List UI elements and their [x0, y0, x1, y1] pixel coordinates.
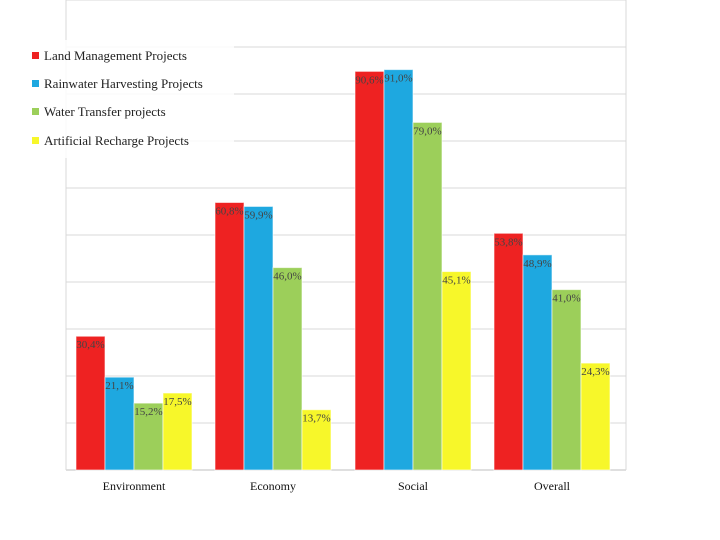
legend-label: Rainwater Harvesting Projects	[44, 76, 203, 91]
bar-overall-2	[522, 254, 553, 471]
bar-economy-4	[301, 409, 332, 471]
category-label-economy: Economy	[250, 479, 296, 493]
bar-overall-3	[551, 289, 582, 471]
legend-label: Artificial Recharge Projects	[44, 133, 189, 148]
data-label: 15,2%	[134, 406, 162, 418]
category-labels: Environment Economy Social Overall	[103, 479, 571, 493]
bar-economy-3	[272, 267, 303, 471]
data-label: 79,0%	[413, 125, 441, 137]
bar-environment-2	[104, 376, 135, 471]
bar-social-3	[412, 121, 443, 471]
legend-box	[22, 40, 234, 158]
data-label: 30,4%	[76, 339, 104, 351]
data-label: 48,9%	[523, 258, 551, 270]
data-labels: 30,4% 21,1% 15,2%17,5% 60,8% 59,9% 46,0% 13,7%…	[76, 73, 609, 425]
bar-social-1	[354, 70, 385, 471]
bar-environment-4	[162, 392, 193, 471]
legend-swatch	[32, 108, 39, 115]
legend-label: Land Management Projects	[44, 48, 187, 63]
bar-social-2	[383, 69, 414, 471]
bar-environment-1	[75, 335, 106, 471]
bars	[75, 69, 611, 471]
category-label-environment: Environment	[103, 479, 166, 493]
data-label: 91,0%	[384, 73, 412, 85]
legend: Land Management Projects Rainwater Harves…	[22, 40, 234, 158]
data-label: 60,8%	[215, 205, 243, 217]
bar-social-4	[441, 271, 472, 471]
data-label: 45,1%	[442, 275, 470, 287]
bar-economy-2	[243, 205, 274, 471]
legend-swatch	[32, 137, 39, 144]
data-label: 46,0%	[273, 271, 301, 283]
legend-label: Water Transfer projects	[44, 104, 166, 119]
legend-swatch	[32, 52, 39, 59]
legend-swatch	[32, 80, 39, 87]
data-label: 53,8%	[494, 236, 522, 248]
data-label: 59,9%	[244, 209, 272, 221]
data-label: 41,0%	[552, 293, 580, 305]
bar-economy-1	[214, 201, 245, 471]
bar-environment-3	[133, 402, 164, 471]
data-label: 13,7%	[302, 413, 330, 425]
data-label: 21,1%	[105, 380, 133, 392]
bar-overall-1	[493, 232, 524, 471]
bar-overall-4	[580, 362, 611, 471]
category-label-social: Social	[398, 479, 429, 493]
data-label: 90,6%	[355, 74, 383, 86]
data-label: 17,5%	[163, 396, 191, 408]
data-label: 24,3%	[581, 366, 609, 378]
category-label-overall: Overall	[534, 479, 571, 493]
